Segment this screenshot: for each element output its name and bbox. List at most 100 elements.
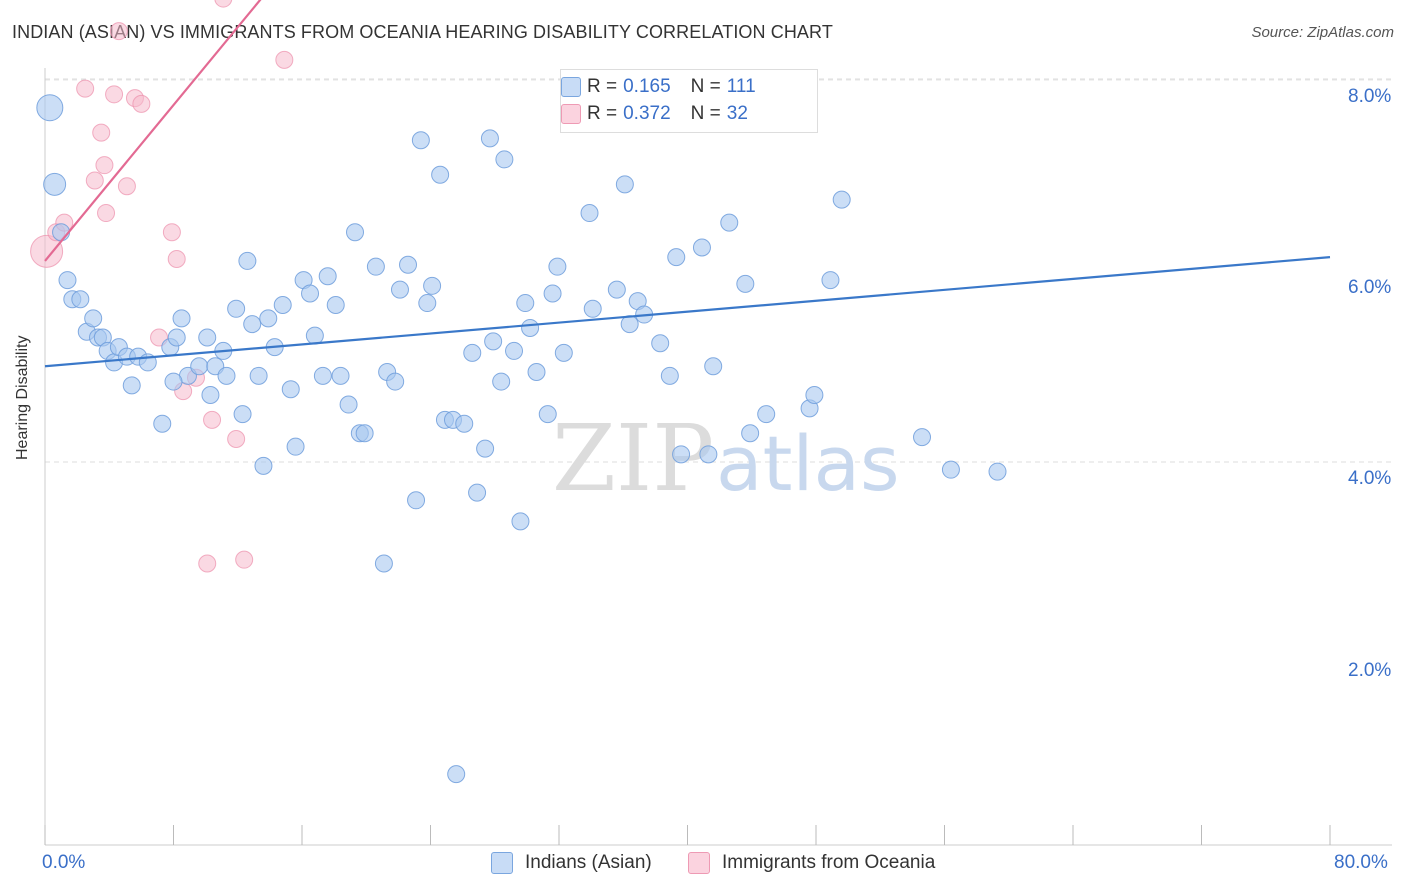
oceania-point bbox=[85, 171, 104, 190]
indian-point bbox=[538, 405, 557, 424]
indian-point bbox=[476, 439, 495, 458]
n-value: 32 bbox=[726, 103, 748, 124]
indian-point bbox=[736, 274, 755, 293]
indian-point bbox=[468, 483, 487, 502]
indian-point bbox=[286, 437, 305, 456]
indian-point bbox=[259, 309, 278, 328]
indian-point bbox=[480, 129, 499, 148]
oceania-point bbox=[235, 550, 254, 569]
indian-point bbox=[249, 366, 268, 385]
indian-point bbox=[667, 248, 686, 267]
oceania-point bbox=[214, 0, 233, 8]
indian-point bbox=[704, 357, 723, 376]
r-value: 0.372 bbox=[623, 103, 671, 124]
indian-point bbox=[492, 372, 511, 391]
indian-point bbox=[447, 765, 466, 784]
legend-row-oceania: R = 0.372 N = 32 bbox=[561, 102, 748, 126]
indian-point bbox=[318, 267, 337, 286]
r-label: R = bbox=[587, 76, 618, 97]
n-value: 111 bbox=[726, 76, 756, 97]
r-label: R = bbox=[587, 103, 618, 124]
indian-point bbox=[660, 366, 679, 385]
indian-point bbox=[554, 343, 573, 362]
indian-point bbox=[36, 94, 64, 122]
indian-point bbox=[217, 366, 236, 385]
indian-point bbox=[418, 294, 437, 313]
indian-point bbox=[167, 328, 186, 347]
indian-point bbox=[757, 405, 776, 424]
indian-point bbox=[355, 424, 374, 443]
legend-item-indians[interactable]: Indians (Asian) bbox=[491, 852, 652, 874]
indian-point bbox=[651, 334, 670, 353]
indian-point bbox=[122, 376, 141, 395]
legend-swatch-oceania bbox=[688, 852, 710, 874]
indian-trend-line bbox=[44, 255, 1331, 368]
indian-point bbox=[672, 445, 691, 464]
indian-point bbox=[339, 395, 358, 414]
indian-point bbox=[399, 255, 418, 274]
indian-point bbox=[484, 332, 503, 351]
indian-point bbox=[273, 295, 292, 314]
indian-point bbox=[227, 299, 246, 318]
oceania-points bbox=[30, 0, 294, 573]
indian-point bbox=[720, 213, 739, 232]
indian-point bbox=[43, 172, 67, 196]
legend-swatch-indians bbox=[561, 77, 581, 97]
oceania-point bbox=[105, 85, 124, 104]
indian-point bbox=[233, 405, 252, 424]
indian-point bbox=[607, 280, 626, 299]
legend-swatch-indians bbox=[491, 852, 513, 874]
indian-point bbox=[172, 309, 191, 328]
oceania-point bbox=[97, 204, 116, 223]
indian-point bbox=[411, 131, 430, 150]
n-label: N = bbox=[690, 76, 721, 97]
indian-point bbox=[243, 315, 262, 334]
trend-lines bbox=[44, 0, 1331, 368]
oceania-trend-line bbox=[44, 0, 262, 262]
y-tick-label-4: 4.0% bbox=[1348, 468, 1392, 489]
legend-row-indians: R = 0.165 N = 111 bbox=[561, 75, 756, 99]
indian-point bbox=[941, 460, 960, 479]
indian-point bbox=[198, 328, 217, 347]
r-value: 0.165 bbox=[623, 76, 671, 97]
oceania-point bbox=[92, 123, 111, 142]
watermark-zip: ZIP bbox=[552, 405, 714, 512]
source-label: Source: ZipAtlas.com bbox=[1251, 24, 1394, 41]
y-tick-label-6: 6.0% bbox=[1348, 277, 1392, 298]
indian-point bbox=[832, 190, 851, 209]
oceania-point bbox=[275, 50, 294, 69]
indian-point bbox=[521, 318, 540, 337]
indian-point bbox=[463, 343, 482, 362]
indian-point bbox=[390, 280, 409, 299]
indian-point bbox=[423, 276, 442, 295]
oceania-point bbox=[117, 177, 136, 196]
x-tick-label-min: 0.0% bbox=[42, 852, 86, 873]
x-tick-label-max: 80.0% bbox=[1334, 852, 1388, 873]
legend-item-oceania[interactable]: Immigrants from Oceania bbox=[688, 852, 935, 874]
indian-point bbox=[431, 165, 450, 184]
indian-point bbox=[52, 223, 71, 242]
indian-point bbox=[331, 366, 350, 385]
indian-point bbox=[58, 271, 77, 290]
indian-points bbox=[36, 94, 1007, 784]
indian-point bbox=[281, 380, 300, 399]
indian-point bbox=[692, 238, 711, 257]
indian-point bbox=[71, 290, 90, 309]
indian-point bbox=[583, 299, 602, 318]
indian-point bbox=[201, 385, 220, 404]
n-label: N = bbox=[690, 103, 721, 124]
indian-point bbox=[305, 326, 324, 345]
legend-swatch-oceania bbox=[561, 104, 581, 124]
oceania-point bbox=[76, 79, 95, 98]
indian-point bbox=[988, 462, 1007, 481]
axis-layer bbox=[44, 68, 1392, 846]
legend-label-oceania: Immigrants from Oceania bbox=[722, 852, 936, 873]
indian-point bbox=[407, 491, 426, 510]
oceania-point bbox=[227, 430, 246, 449]
oceania-point bbox=[30, 234, 64, 268]
indian-point bbox=[821, 271, 840, 290]
indian-point bbox=[153, 414, 172, 433]
indian-point bbox=[313, 366, 332, 385]
oceania-point bbox=[167, 250, 186, 269]
